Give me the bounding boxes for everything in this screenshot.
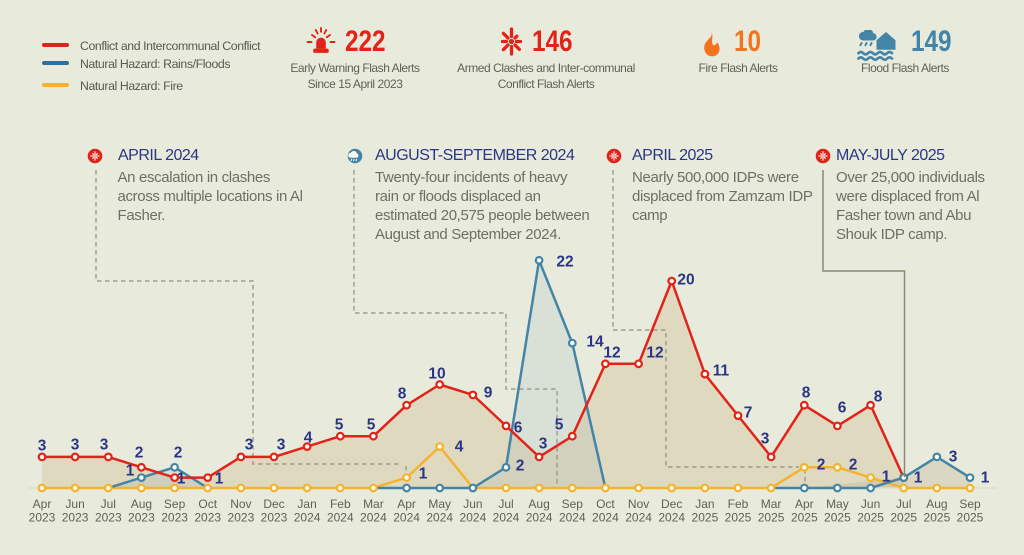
svg-text:2024: 2024 <box>393 511 420 525</box>
svg-text:2: 2 <box>135 445 144 462</box>
svg-text:2: 2 <box>849 457 858 474</box>
svg-text:2025: 2025 <box>890 511 917 525</box>
svg-text:1: 1 <box>882 469 891 486</box>
svg-text:1: 1 <box>215 471 224 488</box>
svg-text:2024: 2024 <box>460 511 487 525</box>
svg-text:22: 22 <box>556 254 573 271</box>
svg-text:2024: 2024 <box>625 511 652 525</box>
svg-text:2025: 2025 <box>824 511 851 525</box>
svg-text:11: 11 <box>713 363 730 380</box>
svg-text:Dec: Dec <box>661 497 682 511</box>
svg-text:Feb: Feb <box>330 497 351 511</box>
svg-text:Jan: Jan <box>297 497 316 511</box>
svg-text:Jun: Jun <box>65 497 84 511</box>
svg-text:8: 8 <box>874 389 883 406</box>
svg-text:5: 5 <box>367 417 376 434</box>
svg-text:2023: 2023 <box>128 511 155 525</box>
svg-text:9: 9 <box>484 385 493 402</box>
svg-text:8: 8 <box>398 386 407 403</box>
svg-text:2024: 2024 <box>526 511 553 525</box>
svg-text:Apr: Apr <box>33 497 52 511</box>
svg-text:Sep: Sep <box>562 497 584 511</box>
svg-text:2025: 2025 <box>692 511 719 525</box>
svg-text:2024: 2024 <box>559 511 586 525</box>
svg-text:5: 5 <box>335 417 344 434</box>
svg-text:3: 3 <box>100 437 109 454</box>
svg-text:2025: 2025 <box>791 511 818 525</box>
svg-text:May: May <box>428 497 451 511</box>
svg-text:20: 20 <box>677 272 694 289</box>
svg-text:2023: 2023 <box>161 511 188 525</box>
svg-text:2024: 2024 <box>493 511 520 525</box>
svg-text:2025: 2025 <box>725 511 752 525</box>
svg-text:Feb: Feb <box>728 497 749 511</box>
svg-text:7: 7 <box>744 405 753 422</box>
svg-text:2023: 2023 <box>194 511 221 525</box>
svg-text:Mar: Mar <box>363 497 384 511</box>
svg-text:Aug: Aug <box>528 497 549 511</box>
svg-text:Jul: Jul <box>498 497 513 511</box>
svg-text:Sep: Sep <box>959 497 981 511</box>
svg-text:3: 3 <box>539 436 548 453</box>
svg-text:Jun: Jun <box>463 497 482 511</box>
svg-text:Mar: Mar <box>761 497 782 511</box>
svg-text:Jul: Jul <box>896 497 911 511</box>
svg-text:12: 12 <box>646 345 663 362</box>
svg-text:2024: 2024 <box>426 511 453 525</box>
svg-text:3: 3 <box>949 449 958 466</box>
svg-text:Jul: Jul <box>101 497 116 511</box>
svg-text:2023: 2023 <box>95 511 122 525</box>
svg-text:3: 3 <box>761 431 770 448</box>
svg-text:14: 14 <box>586 334 604 351</box>
svg-text:2024: 2024 <box>360 511 387 525</box>
svg-text:2023: 2023 <box>29 511 56 525</box>
svg-text:Jun: Jun <box>861 497 880 511</box>
svg-text:1: 1 <box>177 471 186 488</box>
svg-text:6: 6 <box>514 420 523 437</box>
svg-text:2023: 2023 <box>261 511 288 525</box>
svg-text:Sep: Sep <box>164 497 186 511</box>
svg-text:2023: 2023 <box>228 511 255 525</box>
svg-text:Oct: Oct <box>198 497 217 511</box>
svg-text:2024: 2024 <box>327 511 354 525</box>
svg-text:Aug: Aug <box>131 497 152 511</box>
svg-text:6: 6 <box>838 400 847 417</box>
svg-text:1: 1 <box>419 466 428 483</box>
svg-text:Apr: Apr <box>795 497 814 511</box>
svg-text:1: 1 <box>981 470 990 487</box>
svg-text:3: 3 <box>38 438 47 455</box>
svg-text:10: 10 <box>428 366 445 383</box>
svg-text:May: May <box>826 497 849 511</box>
svg-text:2: 2 <box>817 457 826 474</box>
svg-text:3: 3 <box>71 437 80 454</box>
svg-text:2024: 2024 <box>658 511 685 525</box>
svg-text:Oct: Oct <box>596 497 615 511</box>
svg-text:2025: 2025 <box>758 511 785 525</box>
svg-text:1: 1 <box>126 463 135 480</box>
svg-text:2023: 2023 <box>62 511 89 525</box>
svg-text:Aug: Aug <box>926 497 947 511</box>
svg-text:Apr: Apr <box>397 497 416 511</box>
svg-text:2: 2 <box>174 445 183 462</box>
svg-text:4: 4 <box>304 430 313 447</box>
svg-text:5: 5 <box>555 417 564 434</box>
svg-text:2025: 2025 <box>957 511 984 525</box>
svg-text:3: 3 <box>245 437 254 454</box>
svg-text:4: 4 <box>455 439 464 456</box>
svg-text:2025: 2025 <box>924 511 951 525</box>
svg-text:2024: 2024 <box>294 511 321 525</box>
svg-text:12: 12 <box>603 345 620 362</box>
svg-text:3: 3 <box>277 437 286 454</box>
svg-text:Nov: Nov <box>230 497 251 511</box>
svg-text:2: 2 <box>516 458 525 475</box>
svg-text:2025: 2025 <box>857 511 884 525</box>
svg-text:1: 1 <box>914 470 923 487</box>
svg-text:2024: 2024 <box>592 511 619 525</box>
svg-text:8: 8 <box>802 385 811 402</box>
svg-text:Nov: Nov <box>628 497 649 511</box>
svg-text:Dec: Dec <box>263 497 284 511</box>
svg-text:Jan: Jan <box>695 497 714 511</box>
